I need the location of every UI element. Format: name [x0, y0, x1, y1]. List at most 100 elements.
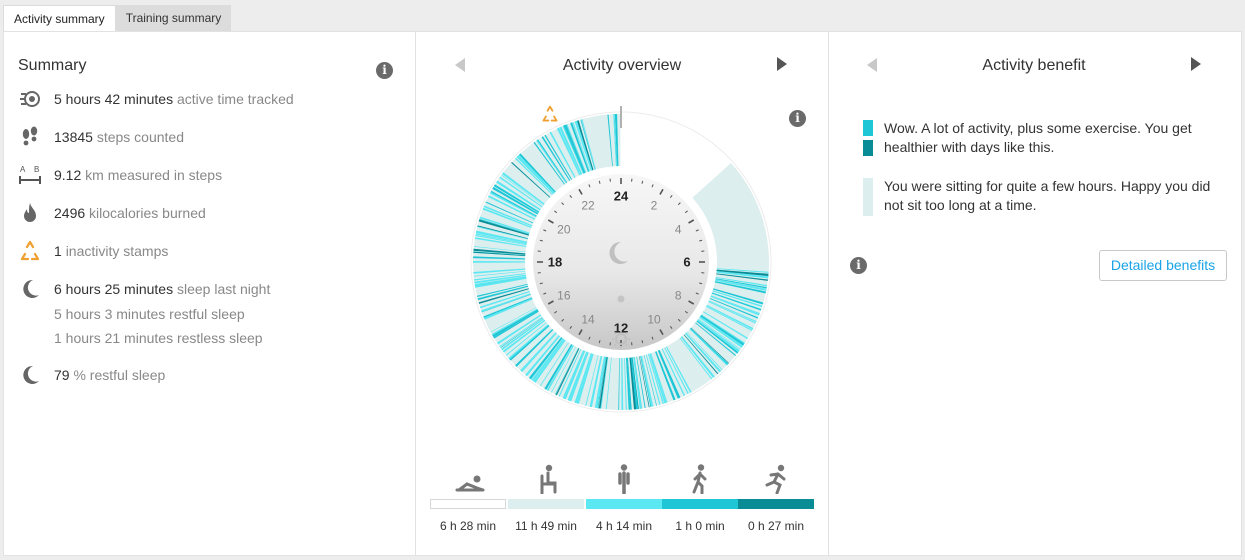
previous-benefit-arrow[interactable]: [867, 58, 877, 72]
activity-stripe: [708, 301, 757, 324]
clock-tick: [641, 340, 644, 344]
svg-text:B: B: [34, 165, 39, 174]
activity-stripe: [474, 274, 527, 284]
sitting-segment: [591, 114, 621, 168]
activity-stripe: [492, 309, 539, 338]
activity-stripe: [700, 314, 745, 346]
activity-stripe: [474, 277, 527, 288]
activity-stripe: [567, 351, 588, 401]
restful-sleep-detail: 5 hours 3 minutes restful sleep: [54, 306, 245, 322]
activity-stripe: [499, 176, 543, 208]
activity-stripe: [686, 331, 723, 371]
tab-training-summary[interactable]: Training summary: [115, 5, 232, 31]
clock-tick: [543, 292, 547, 295]
activity-stripe: [630, 357, 639, 410]
clock-tick: [561, 318, 565, 322]
sitting-swatch: [863, 178, 873, 216]
activity-stripe: [483, 298, 533, 320]
activity-stripe: [562, 350, 585, 399]
activity-stripe: [572, 121, 591, 172]
activity-stripe: [531, 338, 564, 381]
summary-row-steps: 13845 steps counted: [18, 126, 184, 148]
activity-stripe: [556, 127, 581, 176]
activity-stripe: [499, 316, 543, 348]
activity-stripe: [712, 290, 763, 308]
activity-stripe: [508, 324, 549, 360]
inactivity-stamp-icon[interactable]: [540, 105, 560, 123]
clock-number: 18: [548, 255, 562, 270]
activity-stripe: [518, 154, 555, 193]
activity-stripe: [698, 318, 741, 350]
activity-stripe: [489, 191, 537, 218]
tab-bar: Activity summary Training summary: [3, 5, 232, 31]
tab-activity-summary[interactable]: Activity summary: [3, 5, 116, 31]
activity-stripe: [496, 180, 541, 211]
clock-tick: [539, 239, 543, 242]
column-divider: [828, 32, 829, 555]
next-benefit-arrow[interactable]: [1191, 57, 1201, 71]
activity-stripe: [515, 157, 553, 195]
day-sun-icon: [612, 330, 630, 348]
activity-stripe: [490, 307, 537, 333]
inactivity-value: 1: [54, 243, 62, 259]
activity-stripe: [715, 276, 768, 287]
activity-stripe: [483, 205, 533, 227]
activity-stripe: [546, 345, 574, 391]
activity-stripe: [490, 190, 537, 217]
activity-stripe: [641, 355, 654, 407]
sitting-icon: [540, 464, 557, 495]
activity-stripe: [550, 346, 576, 393]
active-time-value: 5 hours 42 minutes: [54, 91, 174, 107]
activity-stripe: [496, 314, 542, 345]
clock-tick: [539, 282, 543, 285]
legend-walking: [663, 464, 737, 499]
summary-title: Summary: [18, 57, 87, 74]
previous-day-arrow[interactable]: [455, 58, 465, 72]
activity-stripe: [581, 119, 596, 170]
activity-stripe: [569, 351, 589, 402]
activity-stripe: [639, 356, 650, 408]
night-moon-icon: [609, 241, 628, 264]
activity-stripe: [627, 357, 632, 410]
steps-label: steps counted: [96, 129, 184, 145]
activity-stripe: [515, 329, 554, 367]
clock-number: 20: [557, 223, 571, 237]
clock-number: 6: [683, 255, 690, 270]
activity-stripe: [500, 317, 543, 349]
clock-number: 2: [651, 198, 658, 212]
activity-time-icon: [18, 88, 42, 110]
activity-stripe: [648, 353, 664, 405]
benefit-message-activity: Wow. A lot of activity, plus some exerci…: [884, 120, 1192, 155]
activity-stripe: [594, 356, 606, 409]
clock-tick: [578, 188, 583, 195]
activity-stripe: [562, 125, 584, 174]
activity-stripe: [683, 334, 719, 375]
distance-value: 9.12: [54, 167, 82, 183]
next-day-arrow[interactable]: [777, 57, 787, 71]
activity-stripe: [476, 283, 528, 297]
clock-number: 24: [614, 189, 629, 204]
activity-stripe: [563, 124, 585, 174]
activity-stripe: [473, 256, 526, 260]
detailed-benefits-button[interactable]: Detailed benefits: [1099, 250, 1227, 281]
info-icon[interactable]: i: [789, 110, 806, 127]
activity-stripe: [712, 288, 764, 305]
info-icon[interactable]: i: [850, 257, 867, 274]
summary-row-restful-percent: 79 % restful sleep: [18, 364, 165, 386]
activity-stripe: [479, 291, 530, 309]
activity-stripe: [558, 349, 582, 397]
activity-stripe: [478, 288, 529, 304]
activity-stripe: [536, 139, 567, 184]
activity-stripe: [501, 174, 544, 206]
activity-stripe: [589, 355, 602, 408]
clock-tick: [669, 325, 673, 329]
activity-stripe: [483, 207, 532, 228]
summary-row-active-time: 5 hours 42 minutes active time tracked: [18, 88, 294, 110]
clock-tick: [569, 325, 573, 329]
running-icon: [765, 464, 786, 495]
calories-value: 2496: [54, 205, 86, 221]
activity-stripe: [493, 310, 539, 339]
activity-stripe: [689, 328, 728, 366]
activity-stripe: [491, 308, 538, 336]
info-icon[interactable]: i: [376, 62, 393, 79]
